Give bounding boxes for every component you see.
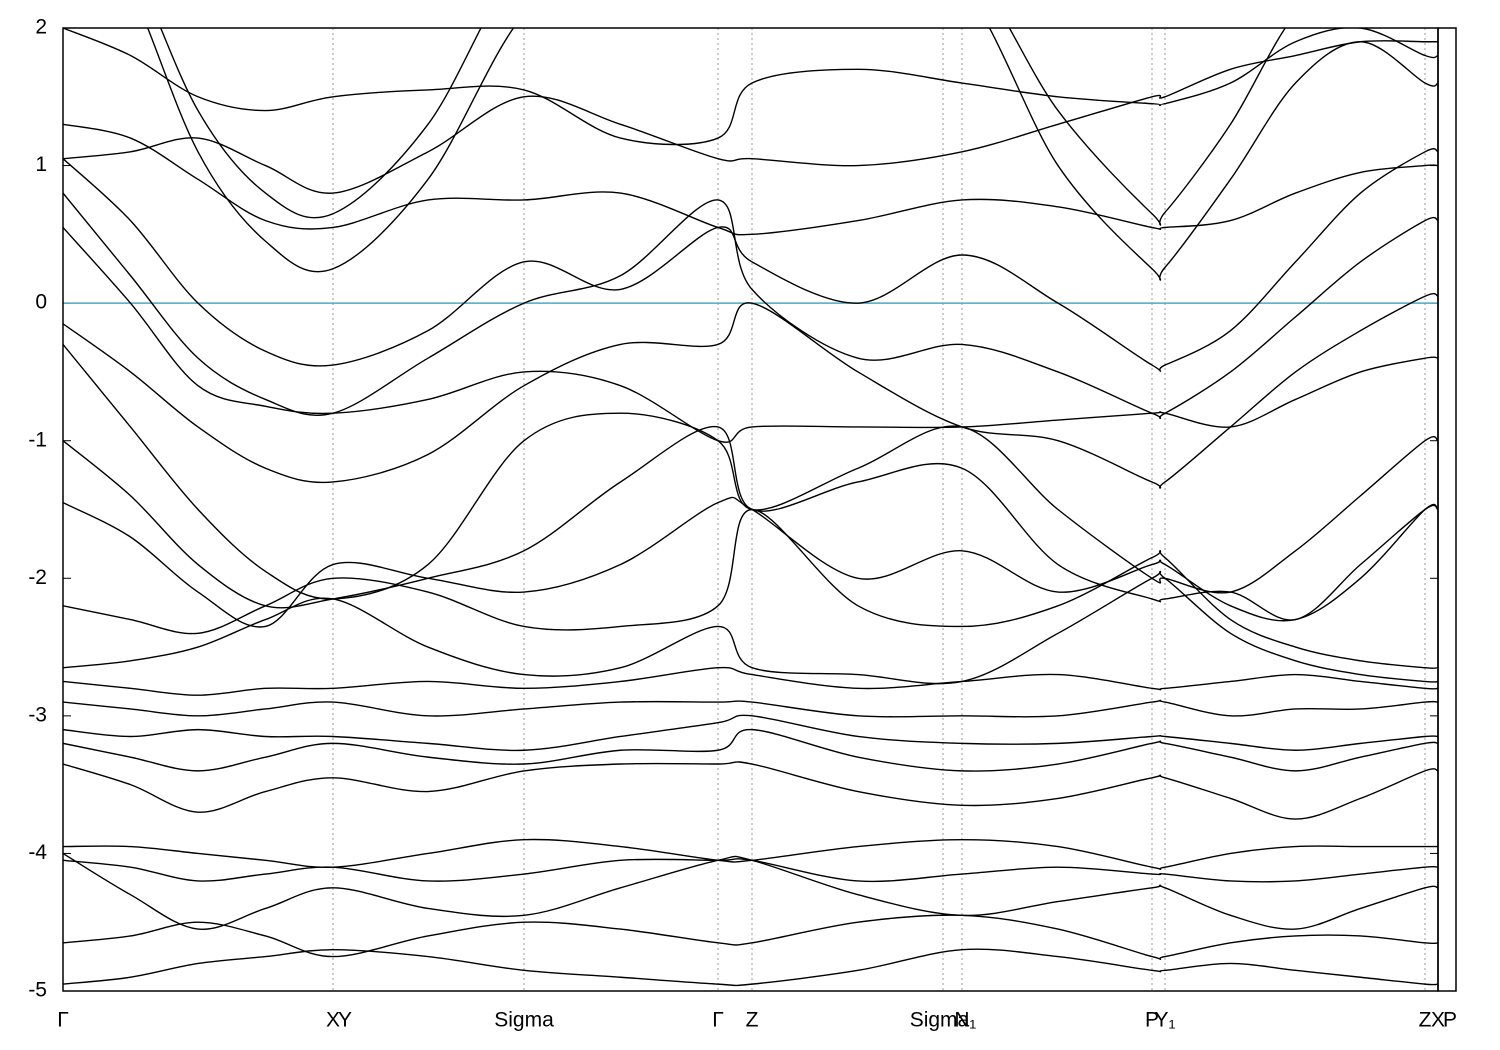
x-tick-label: Z bbox=[1419, 1009, 1432, 1032]
y-tick-label: 2 bbox=[35, 16, 47, 39]
band bbox=[63, 858, 1438, 883]
band bbox=[147, 28, 1438, 281]
band bbox=[63, 343, 1438, 600]
band bbox=[63, 666, 1438, 696]
x-tick-label: Z bbox=[746, 1009, 759, 1032]
x-tick-label: Γ bbox=[57, 1009, 69, 1032]
band bbox=[63, 293, 1438, 489]
x-tick-label: P bbox=[1145, 1009, 1159, 1032]
band bbox=[63, 148, 1438, 372]
band bbox=[159, 28, 1287, 226]
y-tick-label: -1 bbox=[28, 428, 47, 451]
band bbox=[63, 699, 1438, 718]
bands bbox=[63, 28, 1438, 987]
band bbox=[63, 426, 1438, 621]
x-tick-label: X bbox=[326, 1009, 340, 1032]
x-tick-label: Y bbox=[338, 1009, 352, 1032]
band bbox=[63, 123, 1438, 236]
x-tick-label: Sigma₁ bbox=[910, 1009, 977, 1032]
y-tick-label: -5 bbox=[28, 979, 47, 1002]
band bbox=[63, 496, 1438, 628]
band bbox=[63, 761, 1438, 820]
band bbox=[63, 192, 1438, 420]
y-tick-label: -4 bbox=[28, 841, 47, 864]
x-tick-label: Sigma bbox=[494, 1009, 554, 1032]
band bbox=[63, 570, 1438, 685]
y-tick-label: -3 bbox=[28, 703, 47, 726]
band bbox=[63, 227, 1438, 443]
y-tick-label: 0 bbox=[35, 291, 47, 314]
y-tick-label: 1 bbox=[35, 153, 47, 176]
y-tick-label: -2 bbox=[28, 566, 47, 589]
x-tick-label: P bbox=[1443, 1009, 1457, 1032]
band bbox=[63, 28, 1438, 146]
x-tick-label: Γ bbox=[712, 1009, 724, 1032]
band bbox=[63, 508, 1438, 669]
x-tick-label: X bbox=[1431, 1009, 1445, 1032]
x-tick-label: Y₁ bbox=[1154, 1009, 1175, 1032]
band bbox=[63, 714, 1438, 752]
band bbox=[63, 948, 1438, 987]
band bbox=[63, 40, 1438, 194]
side-panel bbox=[1437, 27, 1457, 992]
band bbox=[63, 838, 1438, 871]
band bbox=[63, 728, 1438, 772]
x-tick-label: N bbox=[954, 1009, 969, 1032]
band bbox=[63, 914, 1438, 960]
band bbox=[63, 852, 1438, 930]
